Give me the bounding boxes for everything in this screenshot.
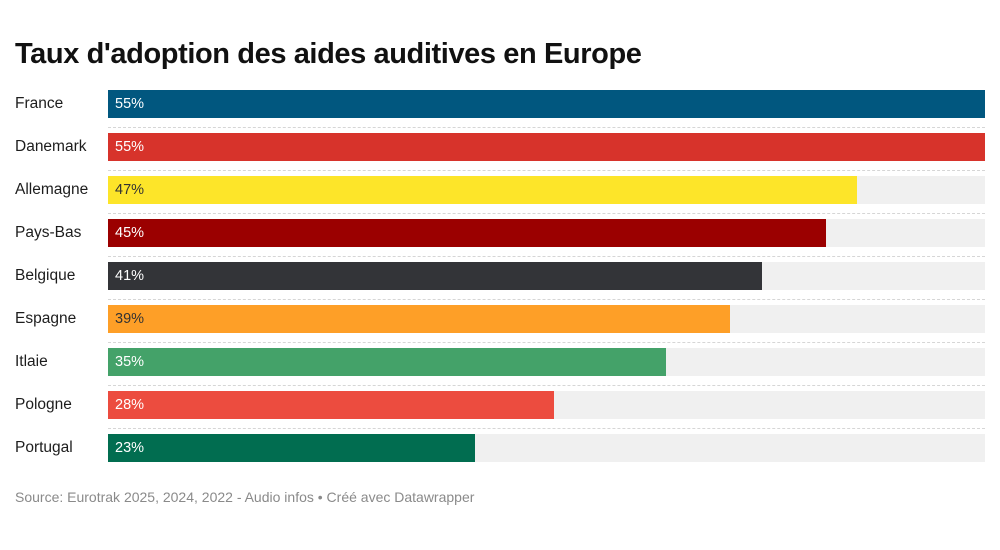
bar-value-label: 55% — [115, 139, 145, 155]
bar-row: Pologne 28% — [0, 385, 1000, 430]
bar-value-label: 28% — [115, 397, 145, 413]
category-label: Belgique — [15, 267, 76, 284]
bar-track: 39% — [108, 305, 985, 333]
bar: 39% — [108, 305, 730, 333]
bar-track: 35% — [108, 348, 985, 376]
bar-row: Belgique 41% — [0, 256, 1000, 301]
bar-track: 55% — [108, 90, 985, 118]
bar-track: 47% — [108, 176, 985, 204]
bar-track: 45% — [108, 219, 985, 247]
category-label: Itlaie — [15, 353, 48, 370]
bar-track: 28% — [108, 391, 985, 419]
bar-value-label: 39% — [115, 311, 145, 327]
bar-track: 23% — [108, 434, 985, 462]
category-label: Portugal — [15, 439, 73, 456]
bar-value-label: 41% — [115, 268, 145, 284]
row-separator — [108, 342, 985, 343]
category-label: Pays-Bas — [15, 224, 82, 241]
category-label: Allemagne — [15, 181, 89, 198]
bar-value-label: 23% — [115, 440, 145, 456]
category-label: France — [15, 95, 64, 112]
category-label: Danemark — [15, 138, 87, 155]
bar: 45% — [108, 219, 826, 247]
bar-value-label: 45% — [115, 225, 145, 241]
bar: 55% — [108, 133, 985, 161]
row-separator — [108, 127, 985, 128]
row-separator — [108, 170, 985, 171]
bar: 55% — [108, 90, 985, 118]
bar-value-label: 35% — [115, 354, 145, 370]
bar-chart: France 55% Danemark 55% Allemagne 47% Pays-Bas… — [0, 86, 1000, 473]
bar-row: Pays-Bas 45% — [0, 213, 1000, 258]
bar-row: Portugal 23% — [0, 428, 1000, 473]
category-label: Pologne — [15, 396, 72, 413]
row-separator — [108, 428, 985, 429]
bar-track: 55% — [108, 133, 985, 161]
bar: 47% — [108, 176, 857, 204]
row-separator — [108, 213, 985, 214]
row-separator — [108, 256, 985, 257]
bar-row: Espagne 39% — [0, 299, 1000, 344]
row-separator — [108, 299, 985, 300]
category-label: Espagne — [15, 310, 77, 327]
bar-value-label: 47% — [115, 182, 145, 198]
bar: 35% — [108, 348, 666, 376]
bar: 23% — [108, 434, 475, 462]
bar-row: France 55% — [0, 86, 1000, 129]
bar-row: Allemagne 47% — [0, 170, 1000, 215]
row-separator — [108, 385, 985, 386]
bar-value-label: 55% — [115, 96, 145, 112]
chart-title: Taux d'adoption des aides auditives en E… — [15, 38, 642, 70]
bar-track: 41% — [108, 262, 985, 290]
bar-row: Itlaie 35% — [0, 342, 1000, 387]
bar-row: Danemark 55% — [0, 127, 1000, 172]
bar: 41% — [108, 262, 762, 290]
source-footer: Source: Eurotrak 2025, 2024, 2022 - Audi… — [15, 489, 475, 505]
bar: 28% — [108, 391, 554, 419]
